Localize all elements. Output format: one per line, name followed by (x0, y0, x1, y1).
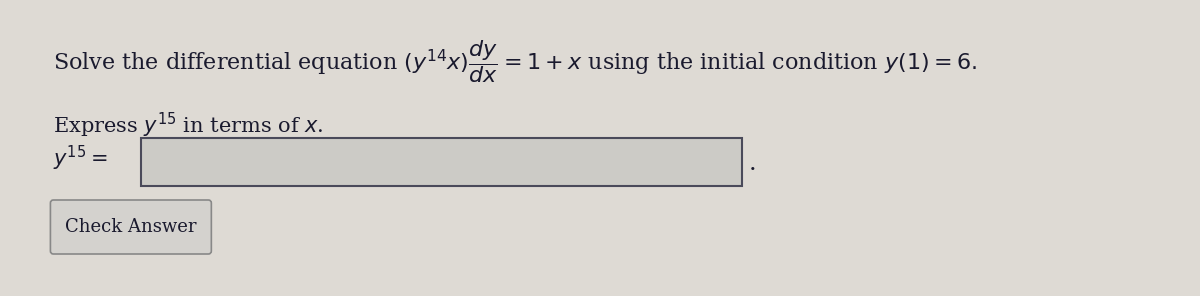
Text: Check Answer: Check Answer (65, 218, 197, 236)
FancyBboxPatch shape (50, 200, 211, 254)
Text: $y^{15} = $: $y^{15} = $ (53, 144, 108, 173)
Text: .: . (749, 152, 756, 175)
FancyBboxPatch shape (140, 138, 742, 186)
Text: Express $y^{15}$ in terms of $x$.: Express $y^{15}$ in terms of $x$. (53, 111, 324, 140)
Text: Solve the differential equation $(y^{14}x)\dfrac{dy}{dx} = 1 + x$ using the init: Solve the differential equation $(y^{14}… (53, 38, 977, 85)
